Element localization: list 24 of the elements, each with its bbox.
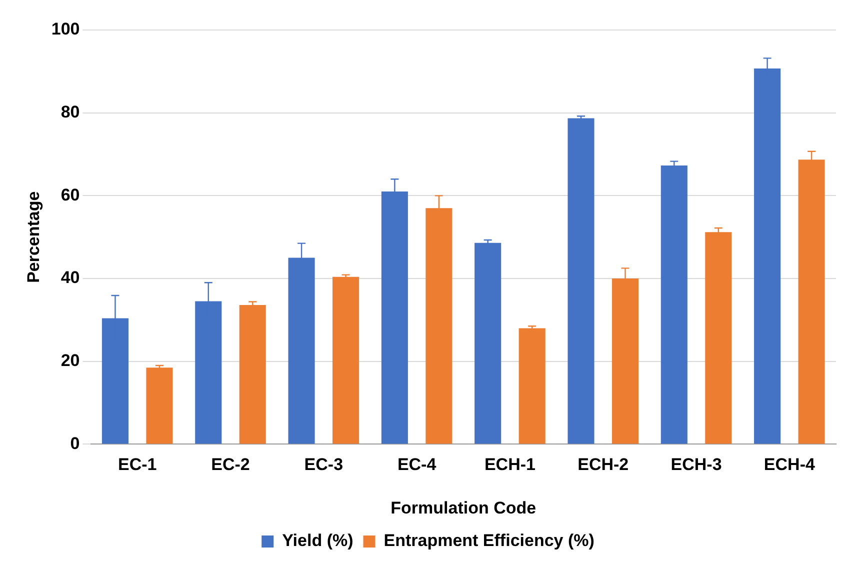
bar	[568, 118, 594, 444]
y-tick-label: 80	[60, 102, 80, 122]
y-tick-label: 60	[60, 185, 80, 204]
x-tick-label: EC-2	[211, 455, 250, 474]
legend-label: Entrapment Efficiency (%)	[384, 531, 594, 550]
x-tick-label: EC-4	[397, 455, 437, 474]
bar	[474, 242, 502, 444]
x-axis-title: Formulation Code	[390, 498, 536, 518]
x-tick-label: EC-3	[304, 455, 344, 474]
x-tick-label: ECH-3	[670, 455, 722, 474]
bar	[239, 305, 266, 444]
y-tick-label: 20	[60, 351, 80, 370]
y-tick-label: 40	[60, 268, 80, 288]
x-tick-label: ECH-1	[484, 455, 536, 474]
bar	[146, 368, 173, 444]
y-tick-label: 0	[70, 434, 80, 453]
bar	[518, 328, 546, 444]
y-axis-title: Percentage	[24, 191, 43, 283]
x-tick-label: ECH-2	[578, 455, 629, 474]
x-tick-label: EC-1	[118, 455, 157, 474]
bar	[332, 276, 360, 444]
y-tick-label: 100	[51, 20, 80, 39]
x-tick-label: ECH-4	[764, 455, 816, 474]
legend-label: Yield (%)	[282, 531, 354, 550]
